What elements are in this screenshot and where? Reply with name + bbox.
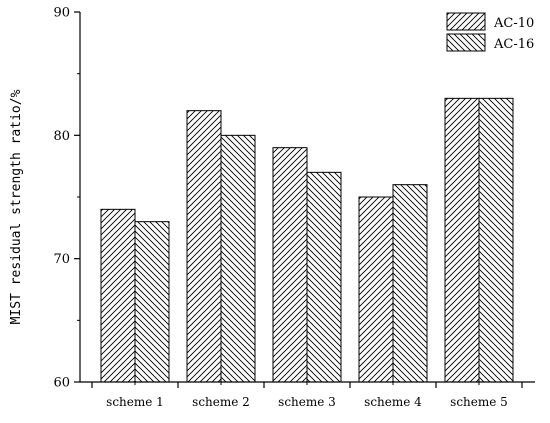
x-axis-ticks: scheme 1 scheme 2 scheme 3 scheme 4 scheme 5 (91, 382, 523, 409)
y-axis-ticks: 60 70 80 90 (53, 6, 80, 391)
y-tick-label: 70 (53, 252, 70, 267)
bars (100, 97, 514, 383)
legend-swatch-ac-16 (446, 33, 486, 52)
bar-ac-10-1 (100, 208, 136, 383)
x-tick-label: scheme 3 (278, 395, 336, 409)
x-tick-label: scheme 2 (192, 395, 250, 409)
y-tick-label: 80 (53, 129, 70, 144)
bar-ac-16-1 (134, 221, 170, 383)
y-tick-label: 90 (53, 6, 70, 21)
x-tick-label: scheme 1 (106, 395, 164, 409)
legend-label-ac-10: AC-10 (493, 16, 534, 31)
bar-ac-10-2 (186, 110, 222, 383)
legend-label-ac-16: AC-16 (493, 37, 534, 52)
legend-swatch-ac-10 (446, 12, 486, 31)
bar-ac-16-2 (220, 134, 256, 383)
bar-ac-16-4 (392, 184, 428, 383)
bar-ac-10-4 (358, 196, 394, 383)
y-tick-label: 60 (53, 376, 70, 391)
x-tick-label: scheme 4 (364, 395, 422, 409)
bar-ac-16-3 (306, 171, 342, 383)
x-tick-label: scheme 5 (450, 395, 508, 409)
legend: AC-10 AC-16 (446, 12, 534, 52)
bar-ac-10-5 (444, 97, 480, 383)
y-axis-title: MIST residual strength ratio/% (9, 89, 24, 324)
bar-ac-10-3 (272, 147, 308, 383)
bar-ac-16-5 (478, 97, 514, 383)
